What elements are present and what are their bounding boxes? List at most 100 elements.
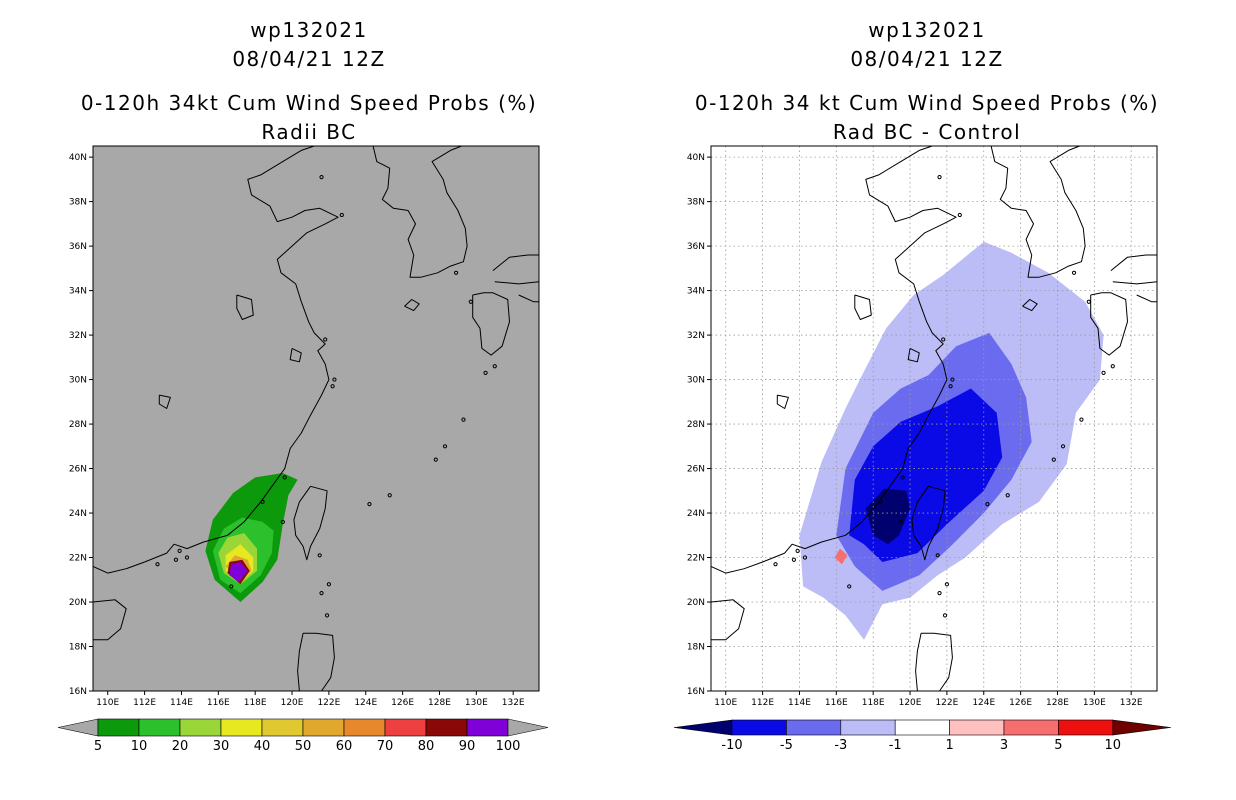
colorbar-swatch bbox=[466, 718, 509, 737]
colorbar-label: 80 bbox=[418, 739, 435, 754]
lat-tick-label: 18N bbox=[687, 643, 705, 653]
island bbox=[492, 364, 497, 369]
lat-tick-label: 28N bbox=[687, 420, 705, 430]
lat-tick-label: 38N bbox=[687, 198, 705, 208]
lat-tick-label: 18N bbox=[69, 643, 87, 653]
colorbar-label: 5 bbox=[1054, 738, 1062, 753]
lat-tick-label: 28N bbox=[69, 420, 87, 430]
lake-outline bbox=[289, 347, 302, 363]
coastline bbox=[297, 632, 335, 692]
colorbar-label: 1 bbox=[945, 738, 953, 753]
island bbox=[802, 555, 808, 560]
lat-tick-label: 22N bbox=[687, 554, 705, 564]
colorbar-swatch bbox=[894, 719, 950, 736]
lake-outline bbox=[907, 347, 920, 363]
lat-tick-label: 32N bbox=[69, 331, 87, 341]
island bbox=[339, 212, 344, 218]
lon-tick-label: 132E bbox=[1120, 698, 1143, 708]
island bbox=[957, 212, 962, 218]
lon-tick-label: 118E bbox=[862, 698, 885, 708]
lat-tick-label: 24N bbox=[687, 509, 705, 519]
coastline bbox=[492, 254, 539, 271]
lat-tick-label: 26N bbox=[687, 465, 705, 475]
colorbar-swatch bbox=[425, 718, 468, 737]
colorbar-label: -1 bbox=[889, 738, 902, 753]
island bbox=[324, 613, 330, 618]
island bbox=[898, 519, 903, 525]
island bbox=[229, 584, 234, 589]
map-frame bbox=[92, 145, 540, 692]
lat-tick-label: 34N bbox=[69, 287, 87, 297]
coastline bbox=[404, 299, 420, 312]
island bbox=[367, 502, 372, 507]
lon-tick-label: 116E bbox=[825, 698, 848, 708]
coastline bbox=[710, 145, 957, 574]
colorbar: -10 -5 -3 -1 1 3 5 10 bbox=[673, 719, 1171, 753]
island bbox=[282, 475, 287, 480]
colorbar-swatch bbox=[343, 718, 386, 737]
lon-tick-label: 120E bbox=[281, 698, 304, 708]
colorbar-high-arrow bbox=[1112, 719, 1171, 736]
lon-tick-label: 112E bbox=[133, 698, 156, 708]
lat-tick-label: 20N bbox=[687, 598, 705, 608]
coastline bbox=[372, 145, 468, 278]
map-frame bbox=[710, 145, 1158, 692]
lon-tick-label: 110E bbox=[96, 698, 119, 708]
lon-tick-label: 124E bbox=[972, 698, 995, 708]
lat-tick-label: 34N bbox=[687, 287, 705, 297]
right-panel: wp132021 08/04/21 12Z 0-120h 34 kt Cum W… bbox=[618, 0, 1236, 800]
coastline bbox=[92, 145, 339, 574]
coastlines bbox=[92, 145, 540, 692]
island bbox=[1079, 417, 1084, 422]
colorbar-swatch bbox=[786, 719, 842, 736]
island bbox=[847, 584, 852, 589]
island bbox=[1110, 364, 1115, 369]
island bbox=[442, 444, 448, 449]
colorbar-label: -10 bbox=[721, 738, 742, 753]
map-area bbox=[93, 146, 539, 691]
island bbox=[1101, 370, 1106, 375]
coastline bbox=[92, 599, 127, 641]
lon-tick-label: 132E bbox=[502, 698, 525, 708]
contour-layer bbox=[205, 473, 298, 602]
right-map-chart: 40N 38N 36N 34N 32N 30N 28N 26N 24N 22N 20N 18N 16N 1… bbox=[673, 145, 1171, 753]
colorbar-swatch bbox=[1003, 719, 1059, 736]
island bbox=[1051, 457, 1056, 462]
island bbox=[1005, 493, 1010, 498]
lat-tick-label: 16N bbox=[69, 687, 87, 697]
chart-subtitle: Rad BC - Control bbox=[832, 120, 1022, 144]
contour-3 bbox=[834, 548, 848, 565]
colorbar-swatch bbox=[302, 718, 345, 737]
lon-tick-label: 122E bbox=[935, 698, 958, 708]
chart-title: 0-120h 34kt Cum Wind Speed Probs (%) bbox=[80, 91, 538, 115]
colorbar-swatch bbox=[731, 719, 787, 736]
island bbox=[155, 562, 160, 567]
lat-tick-label: 38N bbox=[69, 198, 87, 208]
lat-tick-label: 36N bbox=[687, 242, 705, 252]
colorbar-label: 30 bbox=[213, 739, 230, 754]
lon-tick-label: 128E bbox=[428, 698, 451, 708]
coastline bbox=[990, 145, 1086, 278]
island bbox=[184, 555, 190, 560]
chart-subtitle: Radii BC bbox=[261, 120, 357, 144]
island bbox=[319, 175, 324, 180]
coastline bbox=[293, 485, 328, 561]
island bbox=[878, 499, 883, 505]
storm-id: wp132021 bbox=[868, 18, 986, 42]
coastline bbox=[472, 292, 510, 356]
colorbar-label: 10 bbox=[131, 739, 148, 754]
island bbox=[944, 582, 950, 587]
island bbox=[791, 557, 797, 562]
island bbox=[1071, 270, 1077, 275]
left-panel: wp132021 08/04/21 12Z 0-120h 34kt Cum Wi… bbox=[57, 18, 549, 754]
colorbar-label: 50 bbox=[295, 739, 312, 754]
coastline bbox=[1112, 281, 1158, 285]
colorbar-swatch bbox=[384, 718, 427, 737]
lon-tick-label: 130E bbox=[465, 698, 488, 708]
colorbar-label: 90 bbox=[459, 739, 476, 754]
colorbar-label: 5 bbox=[94, 739, 102, 754]
contour-90 bbox=[229, 562, 248, 582]
lon-tick-label: 114E bbox=[788, 698, 811, 708]
colorbar-swatch bbox=[138, 718, 181, 737]
lat-tick-label: 32N bbox=[687, 331, 705, 341]
